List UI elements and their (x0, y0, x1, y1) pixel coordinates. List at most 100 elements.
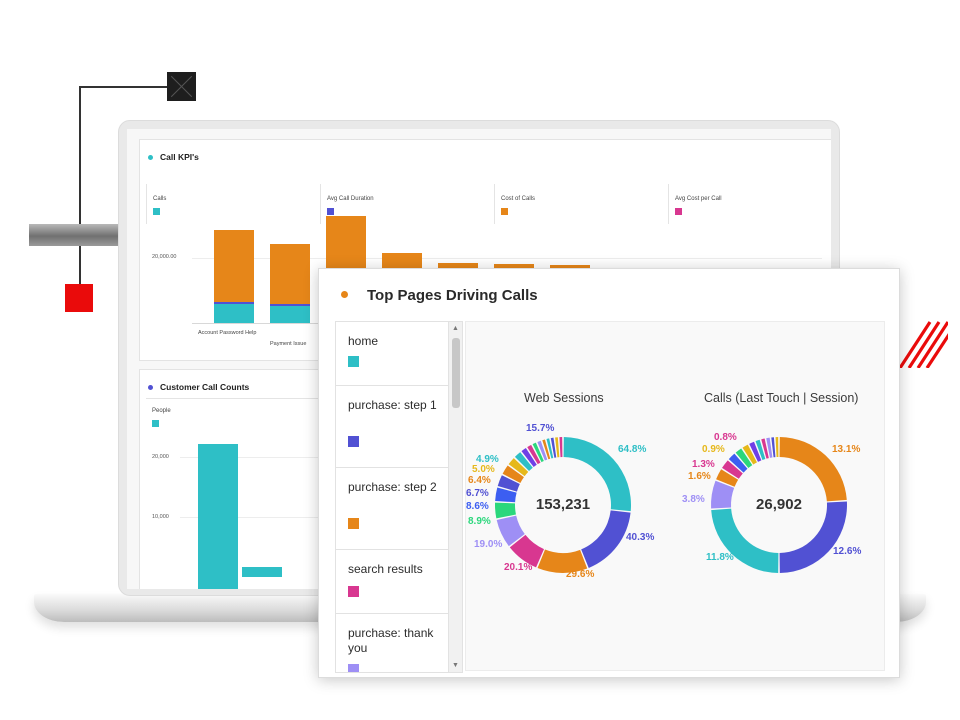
kpi-cost-of-calls[interactable]: Cost of Calls (494, 184, 668, 224)
bar-teal[interactable] (214, 304, 254, 323)
calls-segment[interactable] (779, 437, 847, 502)
bar-orange[interactable] (270, 244, 310, 306)
calls-segment[interactable] (761, 438, 769, 459)
list-swatch (348, 356, 359, 367)
web-sessions-segment[interactable] (559, 437, 563, 458)
gridline (192, 258, 822, 259)
calls-segment[interactable] (749, 441, 762, 462)
web-sessions-segment[interactable] (537, 549, 588, 573)
web-sessions-pct-label: 19.0% (474, 539, 503, 550)
web-sessions-segment[interactable] (563, 437, 631, 512)
web-sessions-segment[interactable] (550, 437, 557, 458)
bar-teal[interactable] (270, 306, 310, 323)
web-sessions-segment[interactable] (509, 534, 544, 568)
list-item-label: purchase: step 2 (348, 480, 437, 494)
top-pages-panel: Top Pages Driving Calls home purchase: s… (318, 268, 900, 678)
calls-segment[interactable] (722, 460, 743, 479)
kpi-calls[interactable]: Calls (146, 184, 320, 224)
kpi-label: Avg Cost per Call (675, 196, 722, 202)
bar-teal[interactable] (198, 444, 238, 589)
decorative-line-vertical (79, 86, 81, 286)
bar-indigo[interactable] (270, 304, 310, 306)
calls-pct-label: 13.1% (832, 444, 861, 455)
calls-segment[interactable] (742, 444, 757, 465)
calls-segment[interactable] (711, 508, 779, 573)
calls-pct-label: 3.8% (682, 494, 705, 505)
bar-teal[interactable] (242, 567, 282, 577)
list-swatch (348, 436, 359, 447)
bar-indigo[interactable] (214, 302, 254, 304)
kpi-swatch (501, 208, 508, 215)
kpi-avg-call-duration[interactable]: Avg Call Duration (320, 184, 494, 224)
calls-pct-label: 0.8% (714, 432, 737, 443)
calls-segment[interactable] (775, 437, 779, 458)
web-sessions-pct-label: 6.7% (466, 488, 489, 499)
list-item-label: home (348, 334, 379, 348)
web-sessions-segment[interactable] (546, 438, 554, 459)
web-sessions-segment[interactable] (514, 452, 533, 472)
calls-pct-label: 0.9% (702, 444, 725, 455)
bar-orange[interactable] (214, 230, 254, 304)
web-sessions-pct-label: 4.9% (476, 454, 499, 465)
web-sessions-segment[interactable] (495, 502, 516, 519)
kpi-swatch (153, 208, 160, 215)
web-sessions-pct-label: 29.6% (566, 569, 595, 580)
web-sessions-segment[interactable] (555, 437, 560, 458)
list-item-search-results[interactable]: search results (336, 550, 448, 614)
calls-segments[interactable] (711, 437, 847, 573)
kpi-swatch (152, 420, 159, 427)
scrollbar-thumb[interactable] (452, 338, 460, 408)
web-sessions-segment[interactable] (581, 510, 631, 568)
web-sessions-segment[interactable] (521, 448, 537, 467)
list-item-label: purchase: thank you (348, 626, 434, 655)
calls-pct-label: 12.6% (833, 546, 862, 557)
decorative-red-stripes (898, 321, 948, 368)
web-sessions-segment[interactable] (542, 439, 551, 460)
calls-segment[interactable] (735, 448, 753, 469)
calls-segment[interactable] (755, 439, 766, 460)
web-sessions-segment[interactable] (527, 444, 541, 465)
top-pages-title: Top Pages Driving Calls (367, 287, 538, 304)
donut-charts-area: Web Sessions Calls (Last Touch | Session… (465, 321, 885, 671)
scroll-down-arrow-icon[interactable]: ▼ (452, 662, 459, 669)
y-axis-tick: 20,000 (152, 454, 169, 460)
calls-segment[interactable] (779, 501, 847, 573)
calls-segment[interactable] (728, 453, 748, 473)
web-sessions-segment[interactable] (495, 487, 517, 503)
kpi-people[interactable]: People (146, 398, 316, 438)
calls-segment[interactable] (716, 469, 739, 487)
web-sessions-segments[interactable] (495, 437, 631, 573)
y-axis-tick: 10,000 (152, 514, 169, 520)
web-sessions-segment[interactable] (497, 475, 520, 492)
calls-segment[interactable] (771, 437, 776, 458)
list-item-purchase-step-1[interactable]: purchase: step 1 (336, 386, 448, 468)
decorative-line-horizontal (79, 86, 171, 88)
web-sessions-segment[interactable] (508, 458, 529, 477)
calls-segment[interactable] (766, 437, 773, 458)
web-sessions-pct-label: 40.3% (626, 532, 655, 543)
web-sessions-pct-label: 15.7% (526, 423, 555, 434)
kpi-avg-cost-per-call[interactable]: Avg Cost per Call (668, 184, 831, 224)
list-item-purchase-thank-you[interactable]: purchase: thank you (336, 614, 448, 672)
list-item-label: search results (348, 562, 423, 576)
list-item-purchase-step-2[interactable]: purchase: step 2 (336, 468, 448, 550)
calls-segment[interactable] (711, 480, 735, 509)
scrollbar[interactable]: ▲ ▼ (448, 322, 462, 672)
web-sessions-segment[interactable] (502, 465, 524, 483)
web-sessions-total: 153,231 (535, 496, 591, 513)
calls-pct-label: 1.6% (688, 471, 711, 482)
category-label: Account Password Help (198, 330, 257, 336)
page-list: home purchase: step 1 purchase: step 2 s… (335, 321, 463, 673)
kpi-swatch (327, 208, 334, 215)
web-sessions-segment[interactable] (532, 442, 544, 463)
category-label: Payment Issue (270, 341, 307, 347)
kpi-swatch (675, 208, 682, 215)
scroll-up-arrow-icon[interactable]: ▲ (452, 325, 459, 332)
list-item-home[interactable]: home (336, 322, 448, 386)
web-sessions-segment[interactable] (496, 515, 525, 547)
web-sessions-pct-label: 5.0% (472, 464, 495, 475)
web-sessions-segment[interactable] (537, 440, 548, 461)
web-sessions-pct-label: 64.8% (618, 444, 647, 455)
web-sessions-donut[interactable] (466, 322, 886, 672)
web-sessions-pct-label: 8.9% (468, 516, 491, 527)
